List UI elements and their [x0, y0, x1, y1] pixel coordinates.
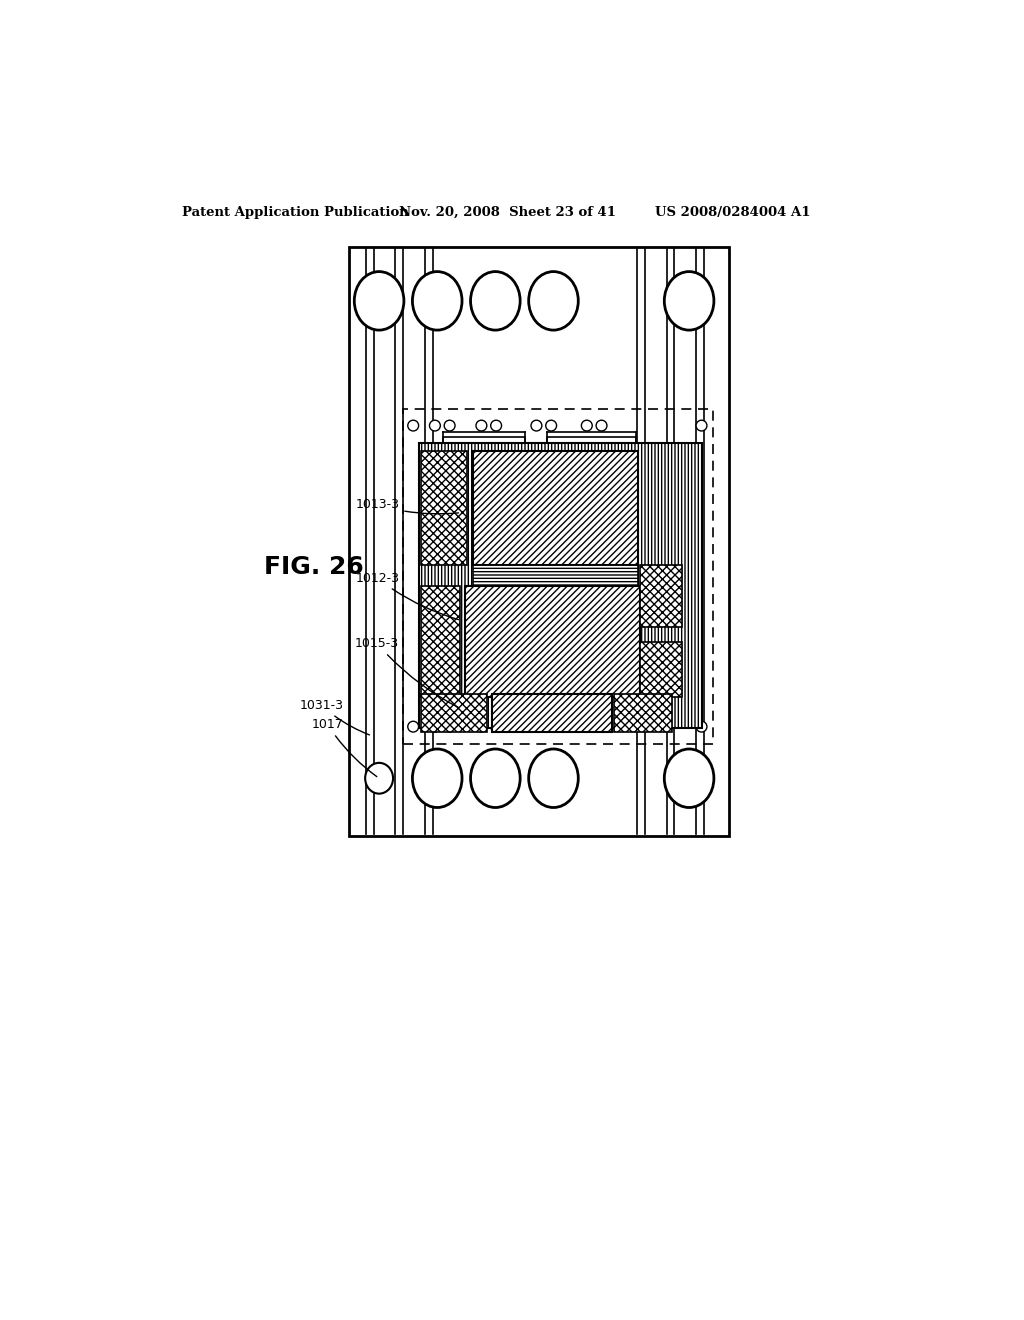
Text: Patent Application Publication: Patent Application Publication: [182, 206, 409, 219]
Ellipse shape: [596, 420, 607, 432]
Ellipse shape: [366, 763, 393, 793]
Ellipse shape: [413, 748, 462, 808]
Ellipse shape: [471, 272, 520, 330]
Ellipse shape: [444, 721, 455, 733]
Bar: [640, 642, 682, 697]
Ellipse shape: [490, 420, 502, 432]
Ellipse shape: [408, 420, 419, 432]
Bar: [349, 247, 729, 836]
Ellipse shape: [476, 420, 486, 432]
Ellipse shape: [696, 721, 707, 733]
Ellipse shape: [429, 721, 440, 733]
Bar: [547, 437, 636, 445]
Bar: [421, 586, 460, 697]
Bar: [547, 708, 636, 715]
Ellipse shape: [582, 420, 592, 432]
Bar: [473, 451, 638, 565]
Ellipse shape: [596, 721, 607, 733]
Text: US 2008/0284004 A1: US 2008/0284004 A1: [655, 206, 811, 219]
Ellipse shape: [471, 748, 520, 808]
Ellipse shape: [531, 420, 542, 432]
Text: 1012-3: 1012-3: [355, 572, 459, 619]
Ellipse shape: [528, 748, 579, 808]
Ellipse shape: [490, 721, 502, 733]
Bar: [473, 565, 638, 586]
Ellipse shape: [354, 272, 403, 330]
Bar: [421, 451, 467, 565]
Text: 1013-3: 1013-3: [355, 499, 459, 513]
Bar: [640, 565, 682, 627]
Ellipse shape: [444, 420, 455, 432]
Bar: [403, 409, 713, 743]
Ellipse shape: [696, 420, 707, 432]
Bar: [465, 586, 640, 697]
Ellipse shape: [582, 721, 592, 733]
Bar: [614, 693, 672, 733]
Bar: [421, 693, 486, 733]
Text: 1015-3: 1015-3: [355, 638, 459, 708]
Ellipse shape: [408, 721, 419, 733]
Bar: [443, 708, 524, 715]
Ellipse shape: [531, 721, 542, 733]
Bar: [419, 444, 701, 729]
Text: 1031-3: 1031-3: [299, 698, 370, 735]
Ellipse shape: [546, 420, 557, 432]
Text: FIG. 26: FIG. 26: [263, 554, 364, 578]
Text: Nov. 20, 2008  Sheet 23 of 41: Nov. 20, 2008 Sheet 23 of 41: [399, 206, 616, 219]
Ellipse shape: [413, 272, 462, 330]
Ellipse shape: [476, 721, 486, 733]
Bar: [493, 693, 612, 733]
Ellipse shape: [665, 272, 714, 330]
Text: 1017: 1017: [311, 718, 377, 776]
Ellipse shape: [546, 721, 557, 733]
Ellipse shape: [429, 420, 440, 432]
Ellipse shape: [528, 272, 579, 330]
Ellipse shape: [665, 748, 714, 808]
Bar: [443, 437, 524, 445]
